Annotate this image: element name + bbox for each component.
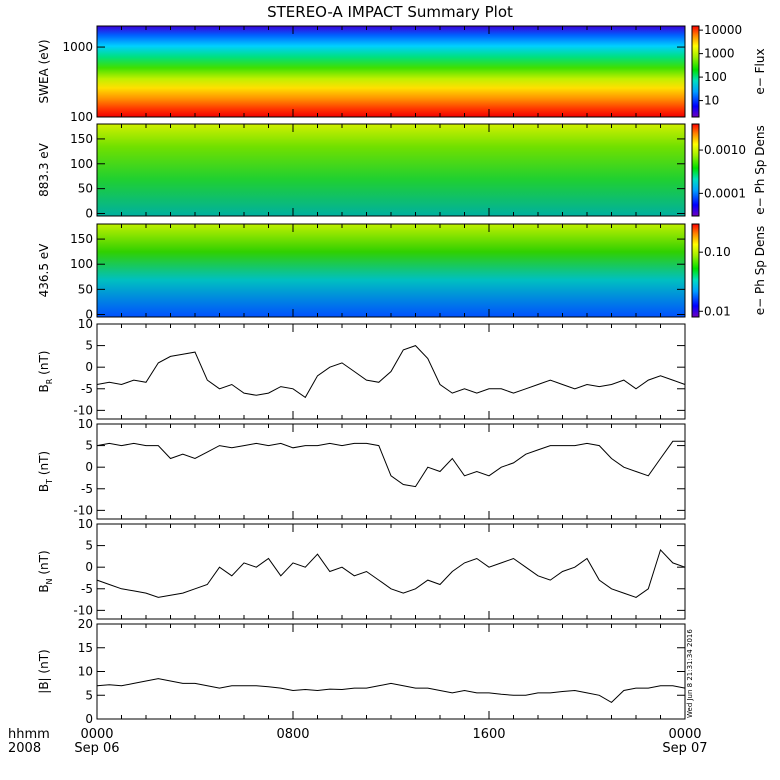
- y-tick-label: 50: [78, 282, 93, 296]
- y-tick-label: 0: [85, 207, 93, 221]
- spectrogram-image: [97, 26, 685, 117]
- y-tick-label: 150: [70, 232, 93, 246]
- colorbar-label: e− Ph Sp Dens: [753, 226, 767, 315]
- series-line-bmag: [96, 678, 686, 704]
- line-panel-bn: -10 -5 0 5 10 BN (nT): [37, 517, 686, 620]
- y-axis-label: BT (nT): [37, 451, 54, 492]
- spectrogram-pad883: 0 50 100 150 883.3 eV 0.0001 0.0010 e− Ph Sp De…: [37, 123, 767, 221]
- y-axis-label: SWEA (eV): [37, 39, 51, 103]
- colorbar: [691, 25, 700, 118]
- colorbar-label: e− Ph Sp Dens: [753, 125, 767, 214]
- colorbar-tick-label: 0.0010: [704, 143, 746, 157]
- y-tick-label: 15: [78, 641, 93, 655]
- y-tick-label: -5: [81, 382, 93, 396]
- y-axis-label: BN (nT): [37, 550, 54, 592]
- line-panel-bt: -10 -5 0 5 10 BT (nT): [37, 417, 686, 520]
- time-date-label: Sep 07: [662, 741, 707, 756]
- colorbar-tick-label: 0.10: [704, 245, 731, 259]
- spectrogram-pad436: 0 50 100 150 436.5 eV 0.01 0.10 e− Ph Sp Dens: [37, 223, 767, 321]
- colorbar-tick-label: 10000: [704, 23, 742, 37]
- y-axis-label: 436.5 eV: [37, 243, 51, 298]
- y-tick-label: 100: [70, 157, 93, 171]
- y-tick-label: 5: [85, 688, 93, 702]
- spectrogram-image: [97, 224, 685, 317]
- line-panel-bmag: 0 5 10 15 20 |B| (nT): [37, 617, 686, 726]
- y-tick-label: 0: [85, 560, 93, 574]
- colorbar-tick-label: 0.01: [704, 304, 731, 318]
- spectrogram-image: [97, 124, 685, 216]
- y-axis-label: 883.3 eV: [37, 142, 51, 197]
- colorbar-tick-label: 0.0001: [704, 186, 746, 200]
- series-line-br: [96, 345, 686, 399]
- y-tick-label: -10: [73, 503, 93, 517]
- y-tick-label: 0: [85, 360, 93, 374]
- colorbar: [691, 123, 700, 217]
- colorbar-tick-label: 100: [704, 70, 727, 84]
- y-tick-label: 5: [85, 439, 93, 453]
- y-tick-label: 50: [78, 182, 93, 196]
- series-line-bt: [96, 440, 685, 488]
- colorbar: [691, 223, 700, 318]
- time-corner-label-hhmm: hhmm: [8, 727, 50, 742]
- y-axis-label: BR (nT): [37, 351, 54, 393]
- panel-frame: [96, 623, 686, 720]
- y-axis-label: |B| (nT): [37, 649, 51, 693]
- line-panel-br: -10 -5 0 5 10 BR (nT): [37, 317, 686, 420]
- time-tick-label: 1600: [472, 727, 505, 742]
- y-tick-label: 5: [85, 339, 93, 353]
- time-tick-label: 0000: [668, 727, 701, 742]
- colorbar-tick-label: 10: [704, 94, 719, 108]
- timestamp-stamp: Wed Jun 8 21:31:34 2016: [686, 629, 694, 718]
- y-tick-label: -10: [73, 603, 93, 617]
- y-tick-label: -10: [73, 403, 93, 417]
- y-tick-label: 0: [85, 460, 93, 474]
- y-tick-label: 100: [70, 257, 93, 271]
- y-tick-label: 10: [78, 517, 93, 531]
- colorbar-label: e− Flux: [753, 48, 767, 94]
- panel-frame: [96, 423, 686, 520]
- figure-title: STEREO-A IMPACT Summary Plot: [267, 3, 513, 21]
- y-tick-label: 10: [78, 417, 93, 431]
- y-tick-label: 150: [70, 132, 93, 146]
- time-date-label: Sep 06: [74, 741, 119, 756]
- y-tick-label: 20: [78, 617, 93, 631]
- panel-frame: [96, 523, 686, 620]
- y-tick-label: 10: [78, 665, 93, 679]
- time-corner-label-year: 2008: [8, 741, 41, 756]
- y-tick-label: 100: [70, 110, 93, 124]
- spectrogram-swea: 100 1000 SWEA (eV) 10 100 1000 10000 e− Flux: [37, 23, 767, 124]
- series-line-bn: [96, 548, 686, 598]
- y-tick-label: 1000: [62, 40, 93, 54]
- time-tick-label: 0000: [80, 727, 113, 742]
- y-tick-label: -5: [81, 582, 93, 596]
- y-tick-label: 0: [85, 307, 93, 321]
- time-tick-label: 0800: [276, 727, 309, 742]
- y-tick-label: 5: [85, 539, 93, 553]
- y-tick-label: 0: [85, 712, 93, 726]
- y-tick-label: 10: [78, 317, 93, 331]
- colorbar-tick-label: 1000: [704, 47, 735, 61]
- y-tick-label: -5: [81, 482, 93, 496]
- magnetic-field-panels: -10 -5 0 5 10 BR (nT) -10 -5 0 5 10 BT (nT) -10 -5 0 5 1…: [37, 317, 686, 726]
